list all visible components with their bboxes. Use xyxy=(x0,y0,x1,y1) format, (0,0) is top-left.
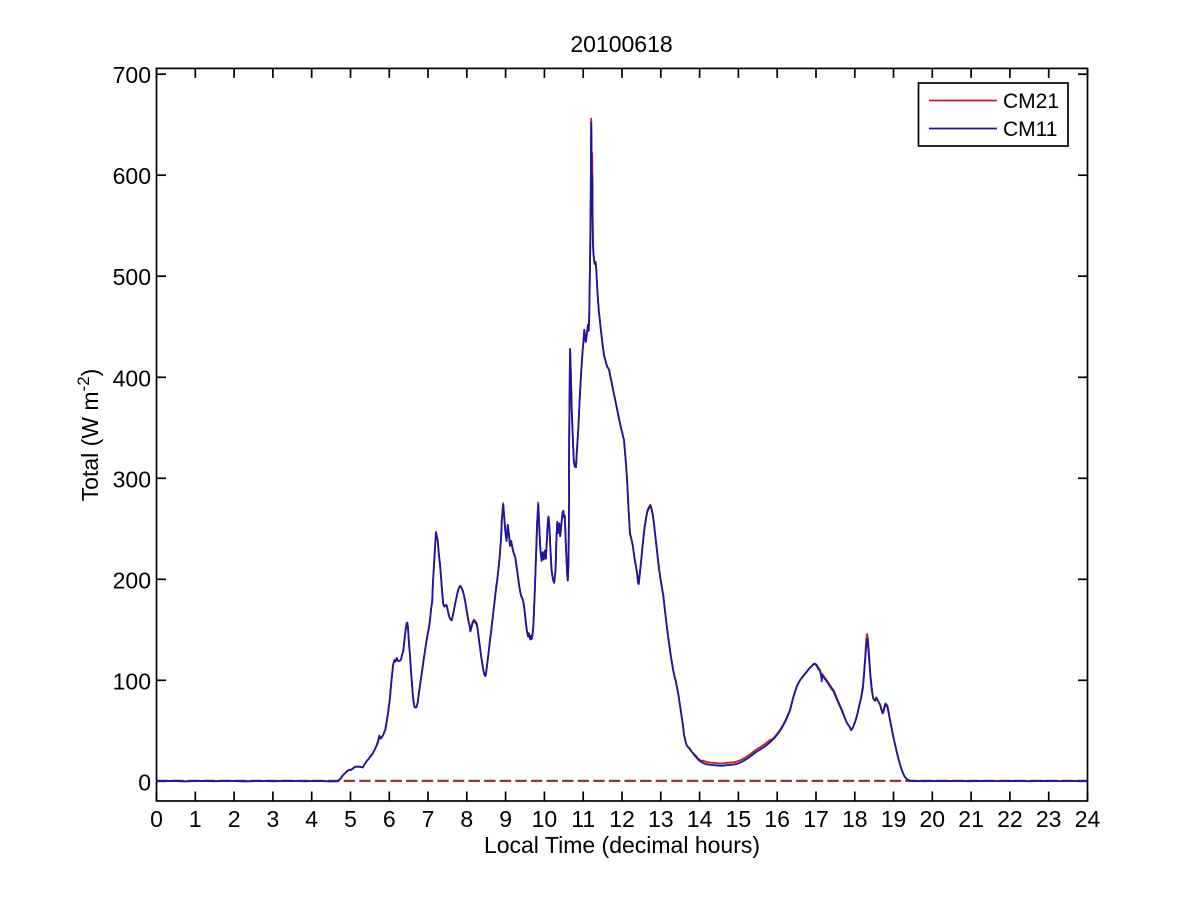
svg-text:15: 15 xyxy=(726,806,752,832)
svg-text:200: 200 xyxy=(113,567,151,593)
svg-text:12: 12 xyxy=(609,806,635,832)
svg-text:700: 700 xyxy=(113,62,151,88)
svg-text:100: 100 xyxy=(113,668,151,694)
svg-text:22: 22 xyxy=(997,806,1023,832)
svg-text:24: 24 xyxy=(1075,806,1101,832)
svg-text:0: 0 xyxy=(138,769,151,795)
svg-text:9: 9 xyxy=(499,806,512,832)
svg-text:23: 23 xyxy=(1036,806,1062,832)
svg-text:400: 400 xyxy=(113,365,151,391)
svg-text:5: 5 xyxy=(344,806,357,832)
svg-text:CM11: CM11 xyxy=(1003,118,1057,141)
svg-text:14: 14 xyxy=(687,806,713,832)
svg-text:500: 500 xyxy=(113,264,151,290)
svg-text:600: 600 xyxy=(113,163,151,189)
svg-text:16: 16 xyxy=(764,806,790,832)
svg-text:20: 20 xyxy=(920,806,946,832)
svg-text:3: 3 xyxy=(267,806,280,832)
svg-text:Local Time (decimal hours): Local Time (decimal hours) xyxy=(484,832,760,858)
svg-text:1: 1 xyxy=(189,806,202,832)
svg-text:8: 8 xyxy=(460,806,473,832)
svg-text:7: 7 xyxy=(422,806,435,832)
svg-text:19: 19 xyxy=(881,806,907,832)
svg-text:11: 11 xyxy=(571,806,595,832)
svg-text:10: 10 xyxy=(532,806,558,832)
svg-text:21: 21 xyxy=(958,806,984,832)
svg-text:18: 18 xyxy=(842,806,868,832)
svg-text:300: 300 xyxy=(113,466,151,492)
svg-text:2: 2 xyxy=(228,806,241,832)
svg-text:0: 0 xyxy=(150,806,163,832)
svg-text:13: 13 xyxy=(648,806,674,832)
svg-text:20100618: 20100618 xyxy=(570,31,672,57)
svg-text:CM21: CM21 xyxy=(1003,90,1059,113)
svg-text:17: 17 xyxy=(803,806,829,832)
svg-text:4: 4 xyxy=(305,806,318,832)
svg-text:6: 6 xyxy=(383,806,396,832)
